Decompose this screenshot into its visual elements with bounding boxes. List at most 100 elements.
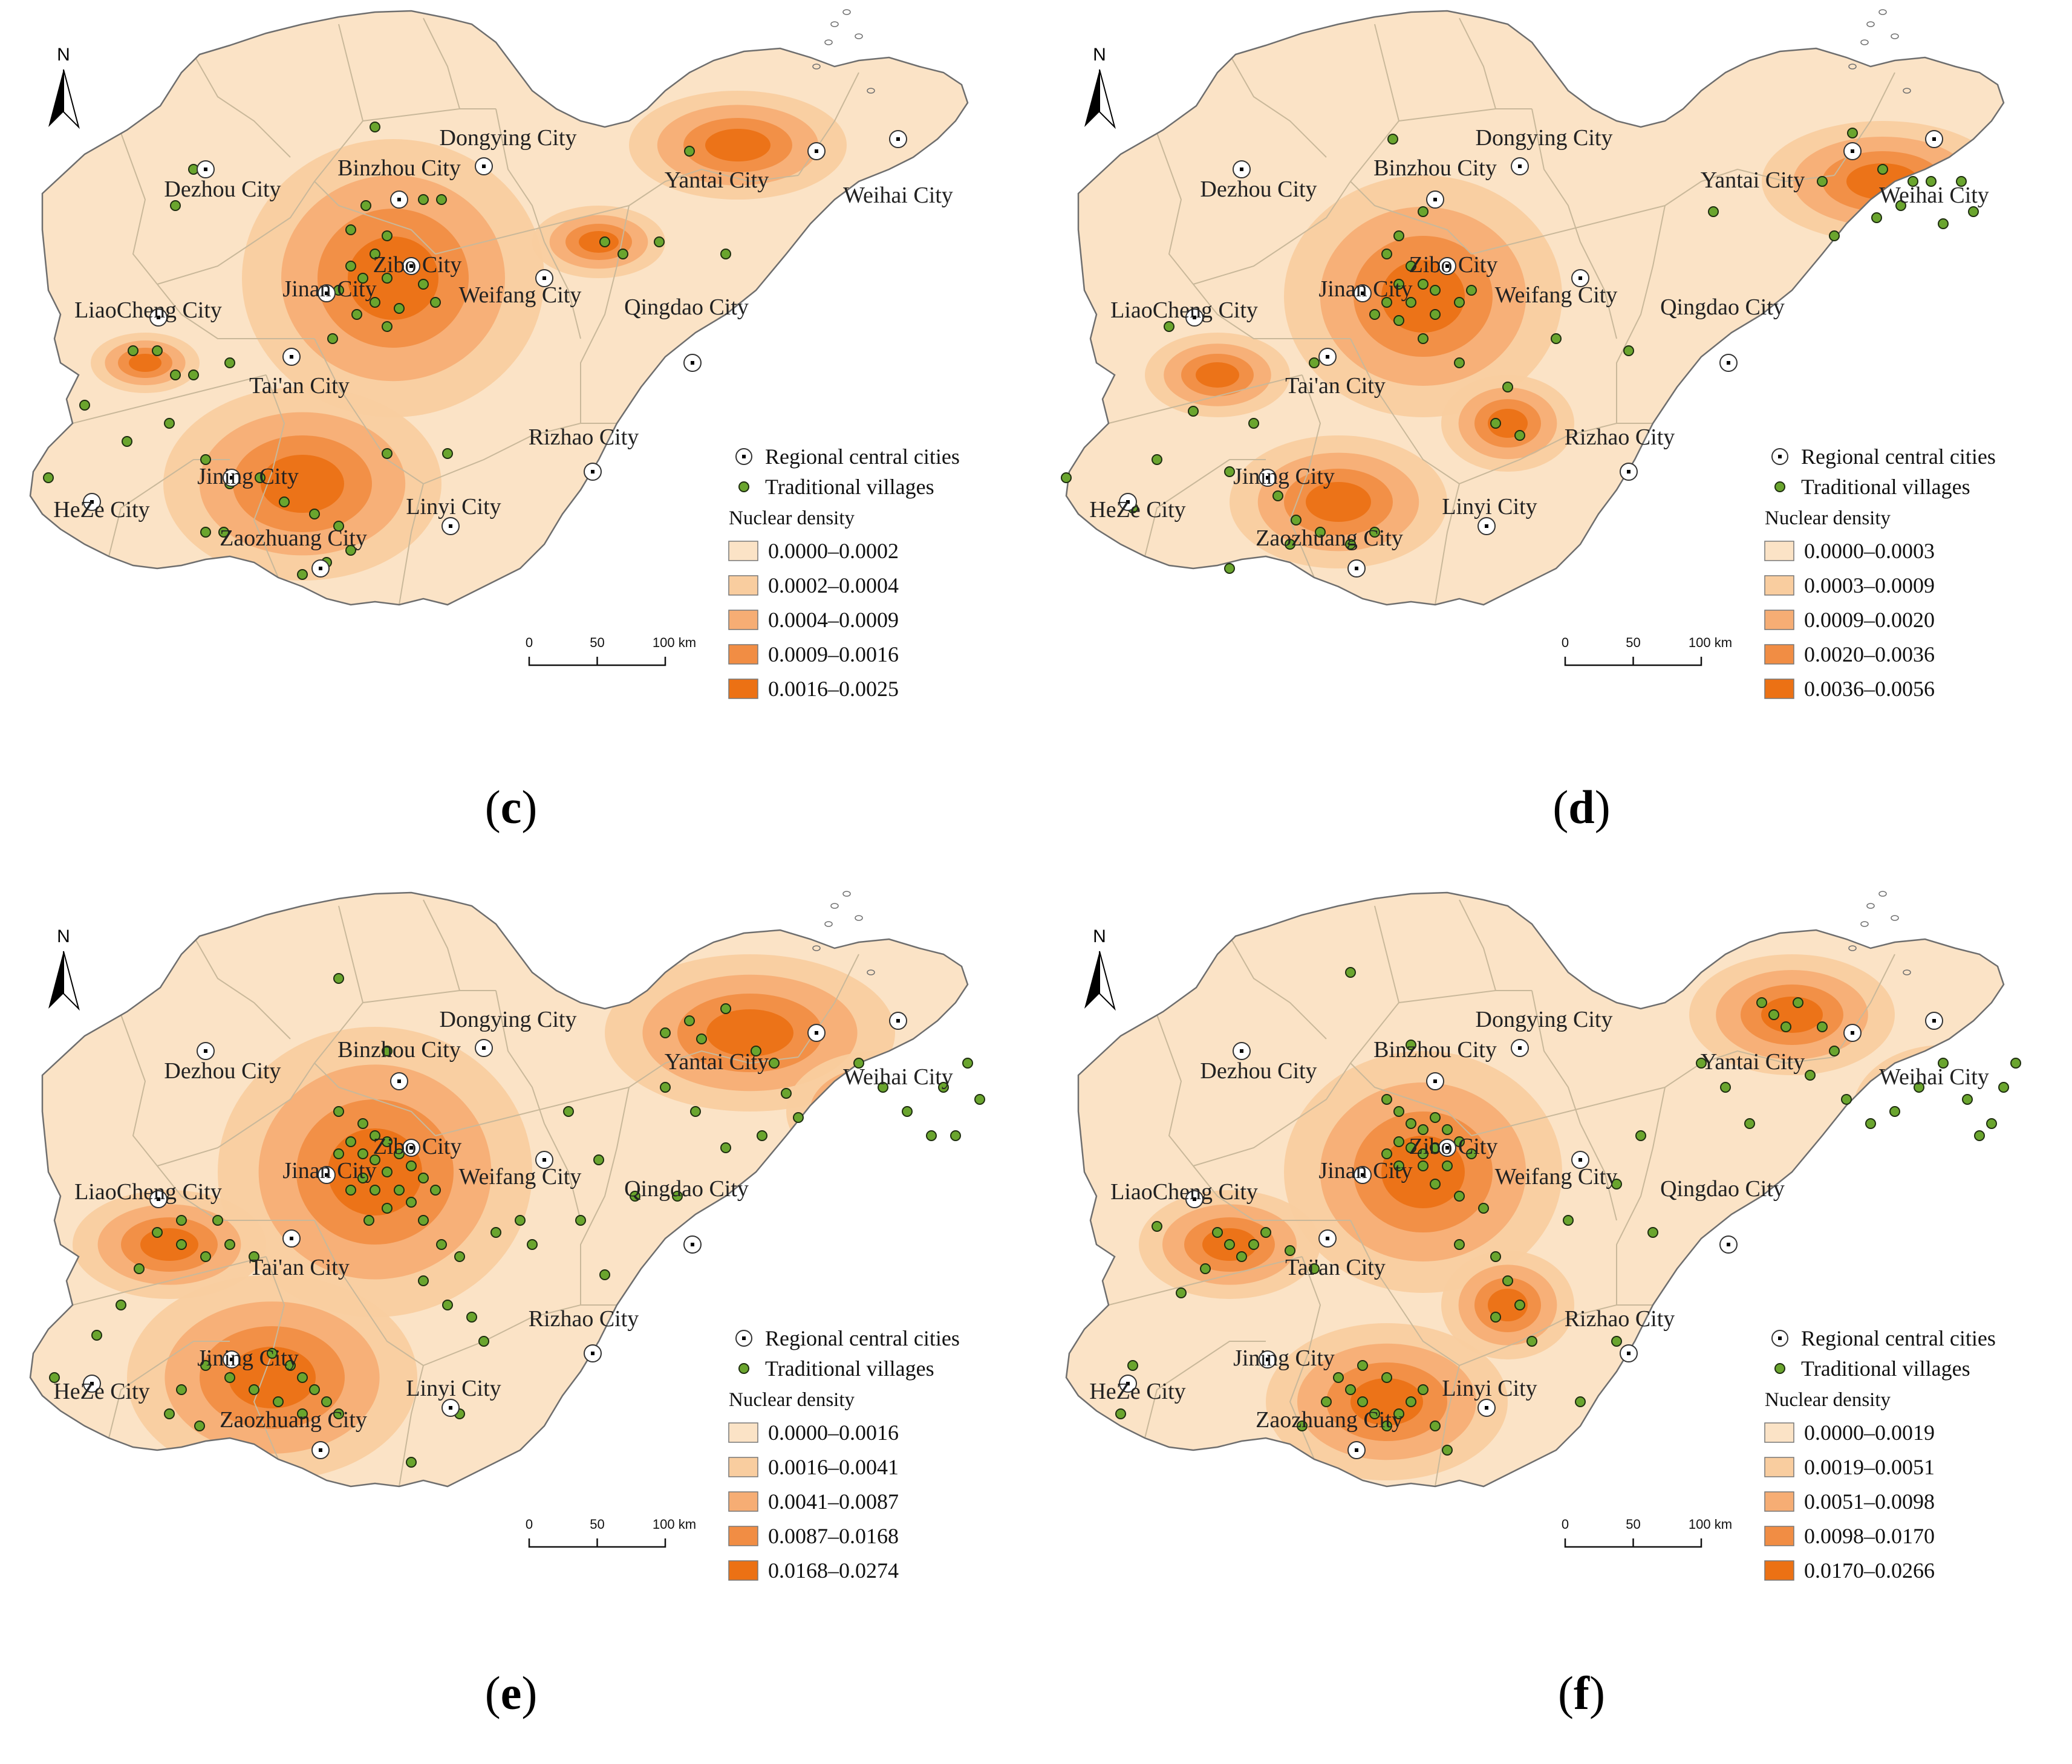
- village-point: [1381, 1421, 1392, 1431]
- village-point: [382, 230, 393, 241]
- village-point: [1381, 1148, 1392, 1159]
- village-point: [382, 321, 393, 332]
- village-point: [1406, 1396, 1416, 1407]
- village-point: [309, 1384, 320, 1395]
- city-label: Zaozhuang City: [1256, 526, 1403, 551]
- legend-swatch: [728, 1526, 758, 1546]
- boundary-line: [338, 24, 363, 122]
- boundary-line: [157, 284, 314, 339]
- village-point: [224, 357, 235, 368]
- village-point: [1478, 1203, 1489, 1214]
- city-label: Rizhao City: [1565, 425, 1675, 450]
- boundary-line: [1471, 1087, 1666, 1136]
- city-center-dot: [542, 276, 546, 280]
- island: [1878, 9, 1887, 15]
- legend: Regional central cities Traditional villa…: [728, 1326, 960, 1583]
- village-point: [1956, 176, 1967, 187]
- village-point: [1309, 1263, 1320, 1274]
- village-point: [394, 303, 405, 314]
- city-label: Tai'an City: [249, 373, 350, 399]
- village-point: [1793, 997, 1803, 1008]
- legend-swatch: [1764, 1560, 1794, 1581]
- legend-swatch: [728, 644, 758, 665]
- island: [1903, 969, 1911, 975]
- village-point: [430, 1185, 441, 1196]
- city-center-dot: [325, 1173, 328, 1177]
- legend-class-label: 0.0016–0.0041: [768, 1455, 899, 1479]
- village-point: [751, 1046, 761, 1056]
- village-point: [406, 1197, 417, 1208]
- village-point: [1895, 200, 1906, 211]
- boundary-line: [1374, 990, 1532, 1033]
- density-hotspot: [348, 236, 438, 320]
- city-label: Zibo City: [373, 1134, 462, 1159]
- island: [855, 33, 863, 39]
- village-point: [345, 1185, 356, 1196]
- village-point: [176, 1239, 187, 1250]
- village-point: [1127, 1360, 1138, 1371]
- island: [1878, 891, 1887, 897]
- province-outline: [1065, 891, 2005, 1488]
- village-point: [950, 1130, 961, 1141]
- north-arrow: N: [1084, 926, 1116, 1011]
- village-point: [1176, 1287, 1187, 1298]
- village-points: [1115, 967, 2021, 1456]
- boundary-line: [1471, 205, 1666, 255]
- village-point: [333, 1408, 344, 1419]
- density-hotspot: [706, 1009, 793, 1056]
- city-label: Dezhou City: [164, 1058, 281, 1084]
- island: [824, 921, 833, 927]
- city-label: Qingdao City: [624, 1176, 749, 1202]
- city-center-dot: [230, 1358, 233, 1361]
- village-point: [720, 1003, 731, 1014]
- boundary-line: [120, 1014, 158, 1167]
- legend-class-label: 0.0098–0.0170: [1804, 1524, 1935, 1548]
- city-center-dot: [815, 1031, 818, 1035]
- boundary-line: [1616, 205, 1666, 423]
- boundary-line: [399, 483, 424, 605]
- scale-label: 100 km: [653, 1517, 696, 1532]
- village-point: [116, 1300, 126, 1310]
- city-center-dot: [230, 476, 233, 480]
- village-point: [418, 1275, 429, 1286]
- village-point: [442, 448, 453, 459]
- village-point: [1817, 1021, 1828, 1032]
- boundary-line: [399, 1365, 424, 1486]
- village-point: [684, 146, 695, 157]
- legend-swatch: [728, 610, 758, 630]
- legend-class-label: 0.0020–0.0036: [1804, 642, 1935, 666]
- city-label: Linyi City: [406, 494, 501, 519]
- province-outline: [29, 891, 969, 1488]
- city-center-dot: [1266, 1358, 1269, 1361]
- legend-central-dot: [1778, 1336, 1782, 1340]
- island: [1860, 39, 1869, 45]
- panel-label-d: (d): [1552, 781, 1611, 833]
- legend-class-label: 0.0000–0.0002: [768, 539, 899, 563]
- city-label: Tai'an City: [1285, 1255, 1386, 1280]
- island: [1848, 945, 1857, 951]
- city-center-dot: [591, 470, 595, 474]
- city-center-dot: [691, 1243, 694, 1246]
- north-label: N: [1093, 926, 1106, 946]
- village-point: [1647, 1227, 1658, 1238]
- legend-title: Nuclear density: [729, 507, 855, 529]
- village-point: [1442, 1160, 1453, 1171]
- north-arrow: N: [1084, 45, 1116, 129]
- island: [867, 88, 875, 94]
- boundary-line: [495, 990, 545, 1124]
- boundary-line: [544, 241, 581, 339]
- legend-class-label: 0.0000–0.0003: [1804, 539, 1935, 563]
- village-point: [134, 1263, 145, 1274]
- village-point: [1454, 1239, 1465, 1250]
- boundary-line: [72, 374, 267, 424]
- scale-line: [1564, 1538, 1702, 1548]
- village-point: [1393, 279, 1404, 290]
- city-label: LiaoCheng City: [74, 298, 222, 323]
- village-point: [333, 973, 344, 984]
- city-label: Jining City: [197, 1346, 299, 1371]
- city-label: Jining City: [1233, 1346, 1335, 1371]
- city-center-dot: [1627, 470, 1631, 474]
- scale-label: 50: [590, 1517, 604, 1532]
- village-point: [200, 1360, 211, 1371]
- village-point: [1756, 997, 1767, 1008]
